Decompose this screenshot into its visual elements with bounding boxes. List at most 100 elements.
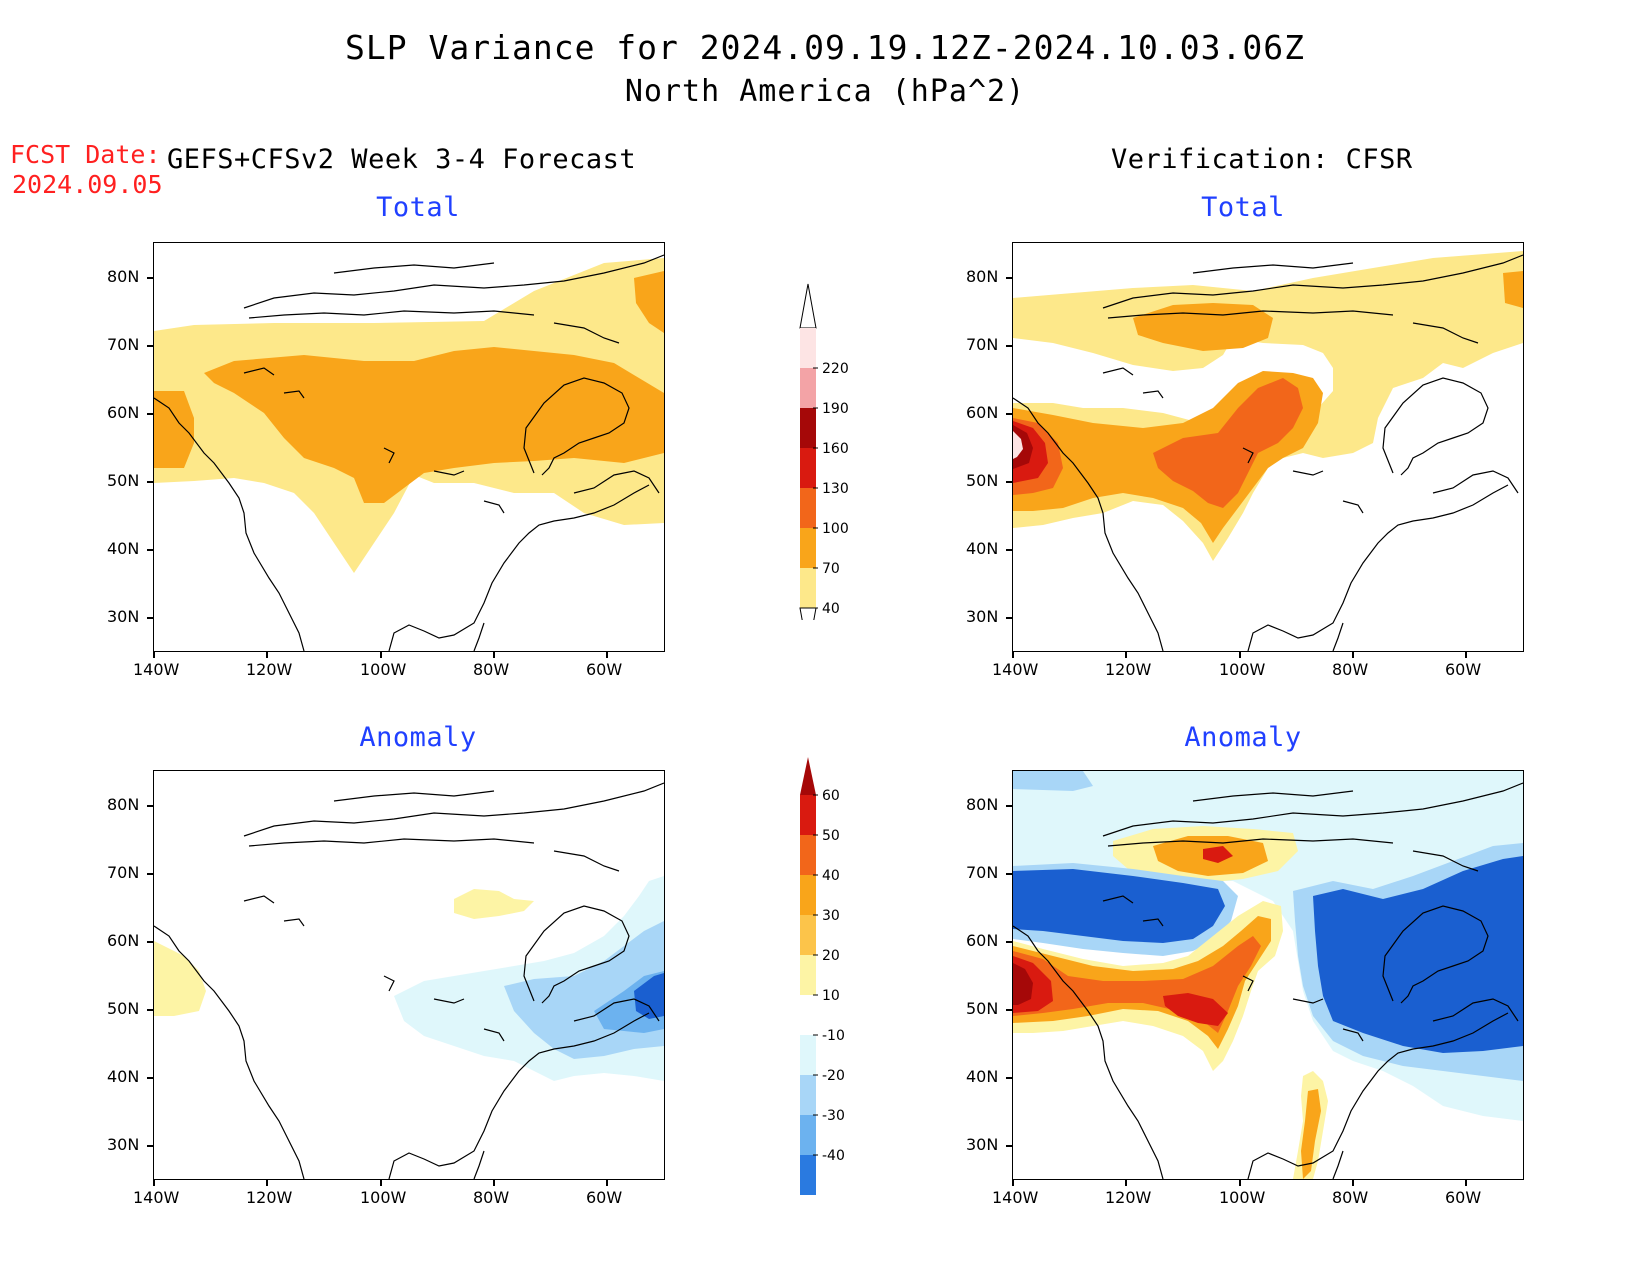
lon-tick-mark: [606, 1179, 608, 1186]
contour-fill-190: [1013, 431, 1023, 459]
colorbar-anomaly-box: [800, 835, 816, 875]
lon-tick-mark: [1465, 1179, 1467, 1186]
colorbar-total-label: 130: [822, 481, 849, 497]
lon-tick-label: 120W: [1105, 660, 1152, 679]
lat-tick-mark: [147, 941, 154, 943]
lat-tick-label: 40N: [966, 1067, 999, 1086]
fcst-date-label: FCST Date:: [10, 140, 161, 169]
lon-tick-mark: [1125, 1179, 1127, 1186]
map-panel-total-forecast: [153, 242, 665, 652]
colorbar-total-label: 160: [822, 441, 849, 457]
lat-tick-mark: [147, 481, 154, 483]
lon-tick-label: 100W: [1219, 1188, 1266, 1207]
colorbar-anomaly: 60 50 40 30 20 10 -10 -20 -30 -40: [800, 757, 845, 1195]
colorbar-anomaly-label: -10: [822, 1028, 845, 1044]
lon-tick-label: 120W: [246, 660, 293, 679]
colorbar-anomaly-box: [800, 1075, 816, 1115]
panel-title-anomaly-verification: Anomaly: [1184, 722, 1302, 753]
lon-tick-label: 60W: [1445, 1188, 1482, 1207]
contour-fill-70: [204, 347, 664, 503]
lon-tick-label: 120W: [1105, 1188, 1152, 1207]
lon-tick-mark: [266, 651, 268, 658]
lat-tick-mark: [1006, 617, 1013, 619]
colorbar-total-box: [800, 448, 816, 488]
map-panel-anomaly-forecast: [153, 770, 665, 1180]
lon-tick-label: 80W: [473, 1188, 510, 1207]
contour-fill-70-ne: [634, 271, 664, 333]
lon-tick-mark: [606, 651, 608, 658]
lat-tick-mark: [1006, 413, 1013, 415]
lon-tick-mark: [1352, 1179, 1354, 1186]
colorbar-anomaly-box: [800, 875, 816, 915]
map-total-forecast: [154, 254, 664, 651]
colorbar-total-label: 70: [822, 561, 840, 577]
lat-tick-label: 50N: [107, 471, 140, 490]
lon-tick-mark: [1239, 1179, 1241, 1186]
coastlines: [154, 254, 664, 651]
lon-tick-mark: [1012, 651, 1014, 658]
lat-tick-label: 80N: [107, 267, 140, 286]
colorbar-total-top-triangle: [799, 283, 817, 329]
lon-tick-label: 140W: [133, 660, 180, 679]
lat-tick-mark: [147, 805, 154, 807]
lon-tick-label: 120W: [246, 1188, 293, 1207]
colorbar-anomaly-box: [800, 995, 816, 1035]
lon-tick-mark: [1465, 651, 1467, 658]
lat-tick-label: 40N: [107, 539, 140, 558]
coastlines: [1013, 254, 1523, 651]
colorbar-total-label: 190: [822, 401, 849, 417]
map-anomaly-verification: [1013, 771, 1523, 1179]
panel-title-total-verification: Total: [1201, 192, 1285, 223]
colorbar-total-box: [800, 528, 816, 568]
lon-tick-label: 60W: [586, 660, 623, 679]
map-panel-anomaly-verification: [1012, 770, 1524, 1180]
lon-tick-mark: [266, 1179, 268, 1186]
lat-tick-label: 60N: [966, 931, 999, 950]
lon-tick-mark: [1239, 651, 1241, 658]
contour-fill-10-west: [154, 941, 206, 1016]
lat-tick-mark: [147, 1145, 154, 1147]
contour-fill-50-central: [1163, 993, 1228, 1026]
lat-tick-label: 50N: [107, 999, 140, 1018]
colorbar-total-box: [800, 568, 816, 608]
contour-fill-10-hudson: [454, 889, 534, 919]
lat-tick-label: 70N: [966, 335, 999, 354]
colorbar-anomaly-label: 50: [822, 828, 840, 844]
colorbar-anomaly-label: 60: [822, 788, 840, 804]
panel-title-anomaly-forecast: Anomaly: [359, 722, 477, 753]
contour-fill-70-west: [154, 391, 194, 468]
colorbar-total-label: 100: [822, 521, 849, 537]
colorbar-anomaly-box: [800, 795, 816, 835]
colorbar-total-label: 40: [822, 601, 840, 617]
colorbar-anomaly-label: -40: [822, 1148, 845, 1164]
contour-fill-neg20-nw: [1013, 771, 1093, 791]
colorbar-anomaly-label: -20: [822, 1068, 845, 1084]
colorbar-anomaly-box: [800, 915, 816, 955]
lon-tick-label: 100W: [1219, 660, 1266, 679]
main-subtitle: North America (hPa^2): [624, 74, 1026, 109]
lat-tick-label: 60N: [966, 403, 999, 422]
lat-tick-mark: [1006, 873, 1013, 875]
lat-tick-mark: [147, 413, 154, 415]
lat-tick-mark: [1006, 481, 1013, 483]
lat-tick-label: 70N: [107, 335, 140, 354]
lon-tick-mark: [493, 1179, 495, 1186]
lat-tick-label: 70N: [107, 863, 140, 882]
contour-fill-neg40-east: [1313, 856, 1523, 1053]
contour-fill-neg40-west: [1013, 869, 1225, 943]
contour-fill-70-north: [1133, 303, 1273, 351]
colorbar-anomaly-label: 10: [822, 988, 840, 1004]
colorbar-total: 220 190 160 130 100 70 40: [799, 283, 849, 620]
colorbar-anomaly-label: -30: [822, 1108, 845, 1124]
lat-tick-label: 80N: [966, 795, 999, 814]
main-title: SLP Variance for 2024.09.19.12Z-2024.10.…: [345, 28, 1305, 67]
lat-tick-mark: [147, 617, 154, 619]
lon-tick-mark: [493, 651, 495, 658]
lat-tick-label: 30N: [107, 607, 140, 626]
lat-tick-label: 30N: [107, 1135, 140, 1154]
lat-tick-label: 60N: [107, 403, 140, 422]
lon-tick-mark: [1012, 1179, 1014, 1186]
lat-tick-mark: [147, 277, 154, 279]
colorbar-anomaly-label: 20: [822, 948, 840, 964]
lat-tick-label: 30N: [966, 607, 999, 626]
